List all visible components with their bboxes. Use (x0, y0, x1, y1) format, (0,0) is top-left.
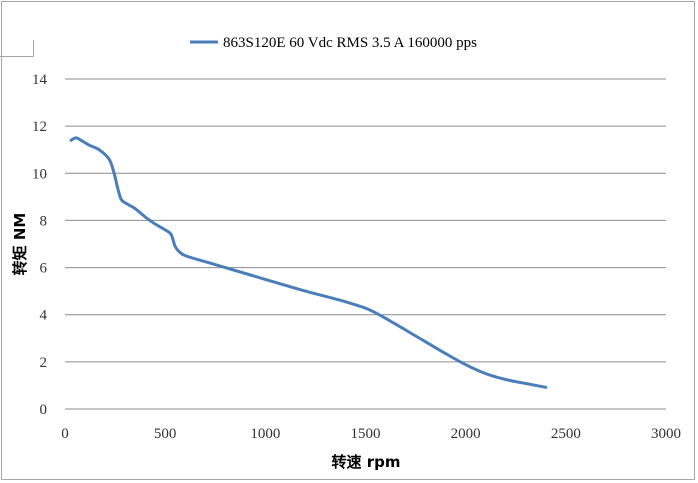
y-tick-label: 6 (40, 261, 48, 277)
x-tick-label: 3000 (651, 426, 681, 442)
x-tick-label: 500 (154, 426, 177, 442)
series-layer (69, 136, 548, 389)
y-tick-labels: 0 2 4 6 8 10 12 14 (32, 72, 48, 418)
x-tick-label: 2000 (451, 426, 481, 442)
legend: 863S120E 60 Vdc RMS 3.5 A 160000 pps (190, 35, 477, 51)
y-tick-label: 4 (40, 308, 48, 324)
x-tick-label: 0 (61, 426, 69, 442)
y-tick-label: 14 (32, 72, 48, 88)
y-tick-label: 8 (40, 213, 48, 229)
x-axis-title: 转速 rpm (332, 453, 401, 471)
y-tick-label: 0 (40, 402, 48, 418)
y-axis-title: 转矩 NM (11, 213, 29, 276)
series-line-0 (69, 136, 548, 389)
chart-corner-mark (0, 40, 34, 57)
y-tick-label: 10 (32, 166, 47, 182)
x-tick-label: 1500 (351, 426, 381, 442)
x-tick-label: 1000 (250, 426, 280, 442)
gridlines (65, 78, 666, 363)
y-tick-label: 2 (40, 355, 48, 371)
y-tick-label: 12 (32, 119, 47, 135)
x-tick-label: 2500 (551, 426, 581, 442)
legend-label: 863S120E 60 Vdc RMS 3.5 A 160000 pps (223, 35, 477, 51)
x-tick-labels: 0 500 1000 1500 2000 2500 3000 (61, 426, 681, 442)
